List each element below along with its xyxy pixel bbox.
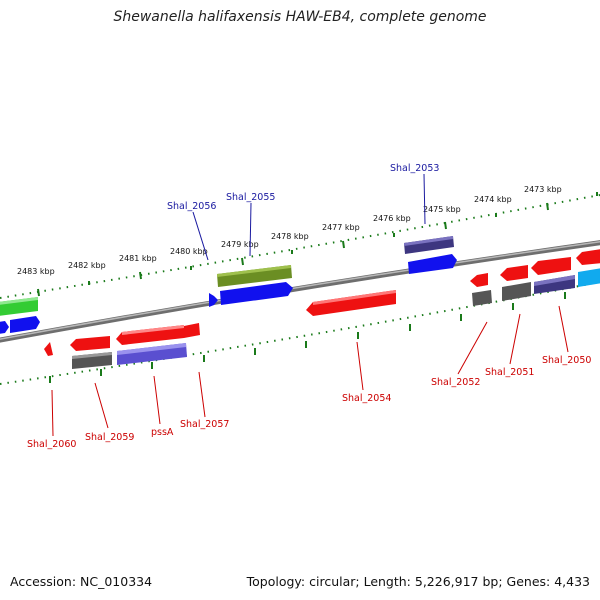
scale-label-2478: 2478 kbp (271, 232, 309, 241)
upper-ticks (37, 192, 598, 297)
gene-red-pssa-upper (116, 325, 184, 345)
genome-backbone (0, 240, 600, 343)
gene-red-small-a (184, 323, 200, 338)
gene-shal-2060 (44, 342, 53, 356)
label-shal-2060: Shal_2060 (27, 439, 76, 450)
scale-label-2477: 2477 kbp (322, 223, 360, 232)
scale-label-2481: 2481 kbp (119, 254, 157, 263)
gene-blue-long (220, 282, 293, 305)
label-shal-2052: Shal_2052 (431, 377, 480, 388)
gene-shal-2055 (217, 265, 292, 287)
forward-genes (0, 236, 457, 334)
gene-shal-2054 (306, 290, 396, 316)
scale-label-2483: 2483 kbp (17, 267, 55, 276)
bottom-leader-lines (51, 305, 569, 437)
label-shal-2055: Shal_2055 (226, 192, 275, 203)
scale-label-2474: 2474 kbp (474, 195, 512, 204)
label-shal-2057: Shal_2057 (180, 419, 229, 430)
scale-label-2476: 2476 kbp (373, 214, 411, 223)
gene-blue-upper-right (408, 254, 457, 274)
genome-backbone-highlight (0, 240, 600, 340)
label-shal-2059: Shal_2059 (85, 432, 134, 443)
label-pssa: pssA (151, 427, 174, 438)
scale-label-2482: 2482 kbp (68, 261, 106, 270)
scale-label-2473: 2473 kbp (524, 185, 562, 194)
genome-summary-text: Topology: circular; Length: 5,226,917 bp… (246, 574, 590, 589)
reverse-genes (44, 249, 600, 369)
top-leader-lines (192, 173, 426, 261)
label-shal-2054: Shal_2054 (342, 393, 391, 404)
gene-red-right-edge (576, 249, 600, 265)
lower-ticks (49, 292, 566, 383)
scale-label-2479: 2479 kbp (221, 240, 259, 249)
gene-shal-2052 (472, 290, 492, 306)
gene-blue-small (209, 293, 218, 307)
label-shal-2056: Shal_2056 (167, 201, 216, 212)
gene-cyan (578, 268, 600, 287)
gene-blue-left-b (0, 321, 9, 334)
gene-blue-left-a (10, 316, 40, 333)
gene-red-2052-upper (470, 273, 488, 287)
gene-red-2051-upper (500, 265, 528, 281)
gene-shal-2051 (502, 282, 531, 301)
gene-red-2050-upper (531, 257, 571, 275)
gene-red-2059-upper (70, 336, 110, 351)
label-shal-2051: Shal_2051 (485, 367, 534, 378)
accession-text: Accession: NC_010334 (10, 574, 153, 589)
label-shal-2050: Shal_2050 (542, 355, 591, 366)
map-title: Shewanella halifaxensis HAW-EB4, complet… (113, 9, 487, 25)
scale-label-2475: 2475 kbp (423, 205, 461, 214)
scale-label-2480: 2480 kbp (170, 247, 208, 256)
label-shal-2053: Shal_2053 (390, 163, 439, 174)
